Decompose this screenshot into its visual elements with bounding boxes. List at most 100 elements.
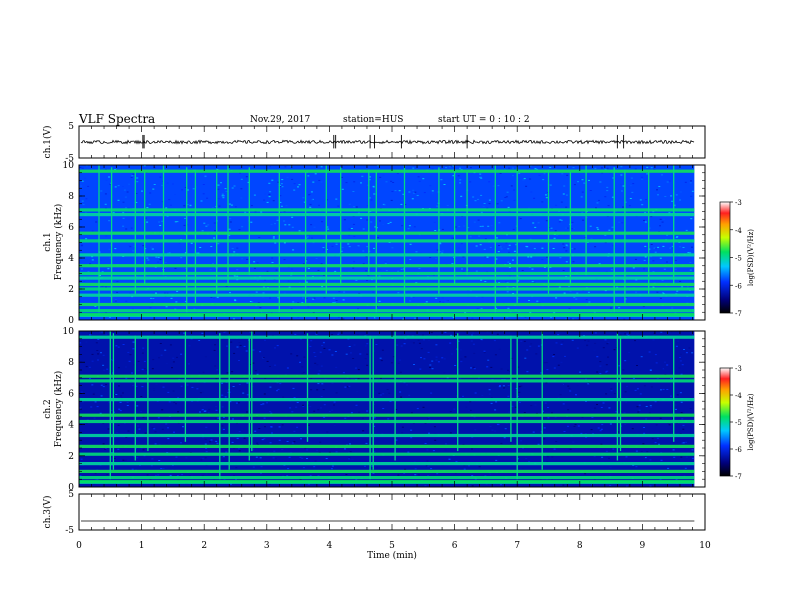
ch1-spectrogram-image-speckle — [85, 165, 88, 167]
ch1-spectrogram-image-speckle — [144, 217, 147, 219]
ch2-spectrogram-image-speckle — [691, 457, 694, 459]
ch2-spectrogram-image-speckle — [180, 385, 183, 387]
ch2-spectrogram-image-speckle — [498, 386, 501, 388]
ch2-spectrogram-image-speckle — [143, 368, 146, 369]
ch1-spectrogram-image-speckle — [517, 275, 520, 277]
ch2-spectrogram-image-speckle — [545, 382, 548, 384]
ch1-spectrogram-image-speckle — [488, 181, 491, 183]
ch1-spectrogram-image-speckle — [352, 267, 355, 269]
ch2-spectrogram-image-speckle — [520, 385, 523, 387]
ch2-spectrogram-image-speckle — [215, 409, 218, 411]
ch2-spectrogram-image-speckle — [188, 475, 191, 477]
ch2-spectrogram-image-speckle — [160, 354, 163, 356]
ch2-spectrogram-image-speckle — [172, 357, 175, 359]
ch1-spectrogram-image-speckle — [508, 167, 511, 169]
ch1-spectrogram-image-speckle — [656, 189, 658, 191]
ch2-spectrogram-image-speckle — [335, 392, 338, 394]
ch1-spectrogram-image-speckle — [378, 275, 381, 277]
ch1-spectrogram-image-speckle — [181, 189, 184, 191]
ch2-spectrogram-image-speckle — [80, 458, 83, 460]
ch1-spectrogram-image-speckle — [81, 167, 84, 169]
ch1-spectrogram-image-speckle — [280, 183, 283, 185]
ch2-spectrogram-image-band — [79, 469, 695, 473]
ch2-spectrogram-image-speckle — [594, 332, 597, 334]
ch2-spectrogram-image-speckle — [146, 474, 149, 476]
ch2-spectrogram-image-speckle — [410, 412, 413, 414]
colorbar-tick-label: -6 — [735, 446, 742, 454]
ch2-spectrogram-image-speckle — [102, 386, 105, 388]
colorbar-tick-label: -6 — [735, 282, 742, 290]
ch2-spectrogram-image-speckle — [294, 333, 297, 335]
ch1-spectrogram-image-speckle — [416, 195, 419, 196]
ch2-spectrogram-image-speckle — [242, 392, 245, 394]
ch2-spectrogram-image-speckle — [463, 465, 466, 467]
ch1-spectrogram-image-speckle — [514, 244, 517, 246]
ch1-spectrogram-image-speckle — [612, 245, 615, 247]
ch1-spectrogram-image-speckle — [409, 300, 412, 302]
ch1-spectrogram-image-speckle — [247, 181, 250, 183]
ch2-spectrogram-image-speckle — [344, 448, 346, 450]
ch2-spectrogram-image-speckle — [596, 371, 599, 373]
ch2-spectrogram-image-speckle — [483, 352, 486, 354]
ch1-spectrogram-image-speckle — [360, 217, 363, 219]
ch1-spectrogram-image-speckle — [240, 197, 243, 199]
ch1-spectrogram-image-speckle — [610, 269, 613, 271]
ch2-spectrogram-image-speckle — [529, 345, 532, 347]
ch1-spectrogram-image-speckle — [245, 176, 248, 178]
ch1-spectrogram-image-speckle — [596, 202, 599, 204]
ch1-spectrogram-image-speckle — [375, 317, 378, 319]
ch2-spectrogram-image-speckle — [357, 378, 360, 380]
ch2-spectrogram-image-speckle — [551, 456, 554, 458]
ch1-spectrogram-image-band — [79, 287, 695, 291]
ch2-spectrogram-image-speckle — [401, 432, 404, 434]
ch2-spectrogram-image-speckle — [157, 417, 160, 419]
ch2-spectrogram-image-speckle — [263, 438, 266, 440]
ch2-spectrogram-image-speckle — [333, 404, 335, 406]
ch1-spectrogram-image-speckle — [84, 177, 87, 179]
ch1-spectrogram-image-speckle — [439, 243, 442, 245]
ch2-spectrogram-image-speckle — [290, 353, 293, 355]
ch1-spectrogram-image-speckle — [111, 196, 114, 198]
ch2-spectrogram-image-speckle — [468, 465, 470, 467]
ch2-spectrogram-image-speckle — [424, 443, 427, 444]
ch2-spectrogram-image-speckle — [154, 474, 157, 476]
ch1-spectrogram-image-band — [79, 169, 695, 173]
ch1-spectrogram-image-speckle — [125, 300, 128, 302]
ch2-spectrogram-image-speckle — [567, 425, 569, 427]
ch1-spectrogram-image-speckle — [197, 229, 200, 231]
ch2-spectrogram-image-speckle — [202, 371, 205, 373]
ch1-spectrogram-image-speckle — [173, 193, 176, 195]
ch1-spectrogram-image-speckle — [457, 175, 460, 177]
ch1-spectrogram-image-band — [79, 302, 695, 307]
ch2-spectrogram-image-speckle — [435, 356, 438, 358]
ch2-spectrogram-image-speckle — [430, 468, 433, 470]
ch2-spectrogram-image-speckle — [427, 351, 430, 353]
ch2-spectrogram-image-speckle — [610, 342, 612, 344]
ch1-spectrogram-image-speckle — [275, 217, 278, 219]
ch1-spectrogram-image-speckle — [172, 183, 174, 185]
ch2-spectrogram-image-speckle — [626, 333, 629, 335]
ch2-spectrogram-image-speckle — [635, 450, 638, 452]
ch1-spectrogram-image-speckle — [183, 224, 186, 226]
ch2-spectrogram-image-speckle — [96, 411, 99, 413]
ch2-spectrogram-image-speckle — [518, 391, 521, 393]
ch2-spectrogram-image-speckle — [422, 406, 425, 408]
ch2-spectrogram-image-speckle — [481, 339, 484, 341]
ch1-spectrogram-image-speckle — [376, 165, 379, 167]
ch1-spectrogram-image-speckle — [464, 312, 467, 314]
ch2-spectrogram-image-speckle — [646, 451, 649, 453]
ch2-spectrogram-image-speckle — [143, 459, 146, 460]
x-tick-label: 1 — [139, 541, 145, 551]
ch2-spectrogram-image-speckle — [609, 485, 612, 486]
ch1-spectrogram-image-speckle — [250, 205, 253, 207]
ch2-spectrogram-image-speckle — [169, 344, 172, 346]
ch1-spectrogram-image-speckle — [533, 248, 536, 250]
ch1-spectrogram-image-speckle — [217, 184, 220, 186]
ch2-spectrogram-image-speckle — [366, 364, 369, 366]
ch2-spectrogram-image-speckle — [217, 417, 220, 419]
ch2-spectrogram-image-speckle — [274, 347, 276, 349]
ch2-spectrogram-image-speckle — [395, 439, 398, 441]
ch2-spectrogram-image-speckle — [535, 353, 538, 355]
ch1-spectrogram-image-speckle — [534, 226, 537, 228]
ch2-spectrogram-image-speckle — [232, 386, 235, 387]
